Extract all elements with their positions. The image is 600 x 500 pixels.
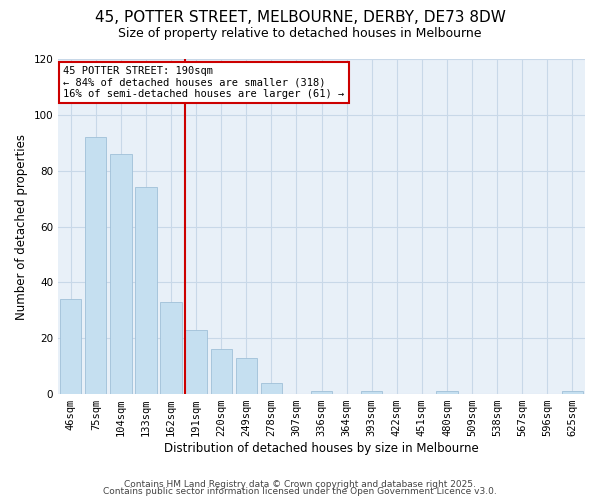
Bar (211, 350, 232, 394)
Bar (85, 137, 106, 394)
Text: Contains HM Land Registry data © Crown copyright and database right 2025.: Contains HM Land Registry data © Crown c… (124, 480, 476, 489)
Bar (261, 383, 282, 394)
Y-axis label: Number of detached properties: Number of detached properties (15, 134, 28, 320)
Bar (311, 392, 332, 394)
Bar (236, 358, 257, 394)
Text: Size of property relative to detached houses in Melbourne: Size of property relative to detached ho… (118, 28, 482, 40)
Text: 45, POTTER STREET, MELBOURNE, DERBY, DE73 8DW: 45, POTTER STREET, MELBOURNE, DERBY, DE7… (95, 10, 505, 25)
Bar (160, 302, 182, 394)
Text: 45 POTTER STREET: 190sqm
← 84% of detached houses are smaller (318)
16% of semi-: 45 POTTER STREET: 190sqm ← 84% of detach… (64, 66, 344, 99)
X-axis label: Distribution of detached houses by size in Melbourne: Distribution of detached houses by size … (164, 442, 479, 455)
Bar (136, 188, 157, 394)
Bar (361, 392, 382, 394)
Text: Contains public sector information licensed under the Open Government Licence v3: Contains public sector information licen… (103, 487, 497, 496)
Bar (562, 392, 583, 394)
Bar (60, 299, 82, 394)
Bar (110, 154, 131, 394)
Bar (436, 392, 458, 394)
Bar (185, 330, 207, 394)
